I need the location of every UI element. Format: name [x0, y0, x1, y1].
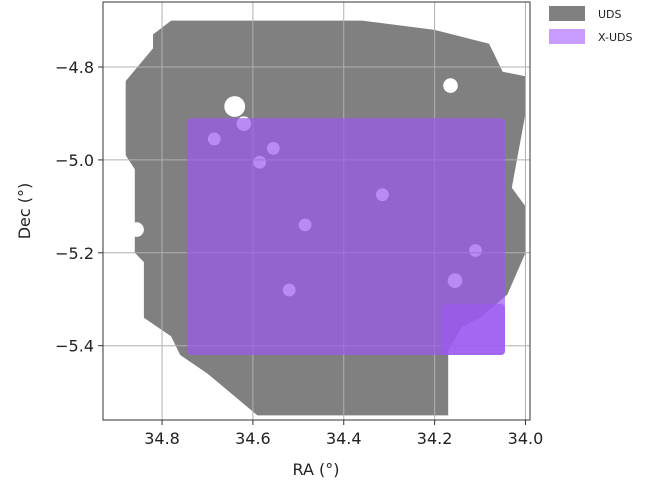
xuds-coverage-rect-0: [187, 118, 505, 355]
plot-frame: [102, 1, 531, 421]
uds-masked-region-2: [129, 222, 144, 237]
xuds-coverage-rect-1: [441, 303, 505, 355]
uds-masked-region-1: [443, 78, 458, 93]
legend-label-xuds: X-UDS: [598, 31, 632, 44]
legend: UDS X-UDS: [549, 6, 632, 44]
x-tick-label-2: 34.4: [326, 429, 362, 448]
legend-swatch-uds: [549, 6, 585, 21]
legend-swatch-xuds: [549, 29, 585, 44]
xuds-footprint-layer: [187, 118, 505, 355]
x-axis-title: RA (°): [293, 460, 340, 479]
y-tick-label-3: −5.4: [55, 337, 94, 356]
y-axis-title: Dec (°): [15, 183, 34, 240]
y-tick-label-1: −5.0: [55, 151, 94, 170]
y-tick-label-2: −5.2: [55, 244, 94, 263]
uds-masked-region-0: [224, 96, 246, 117]
y-ticks: −4.8 −5.0 −5.2 −5.4: [55, 58, 103, 356]
legend-label-uds: UDS: [598, 8, 622, 21]
x-tick-label-3: 34.2: [417, 429, 453, 448]
x-ticks: 34.8 34.6 34.4 34.2 34.0: [144, 420, 543, 448]
x-tick-label-4: 34.0: [508, 429, 544, 448]
x-tick-label-0: 34.8: [144, 429, 180, 448]
y-tick-label-0: −4.8: [55, 58, 94, 77]
x-tick-label-1: 34.6: [235, 429, 271, 448]
